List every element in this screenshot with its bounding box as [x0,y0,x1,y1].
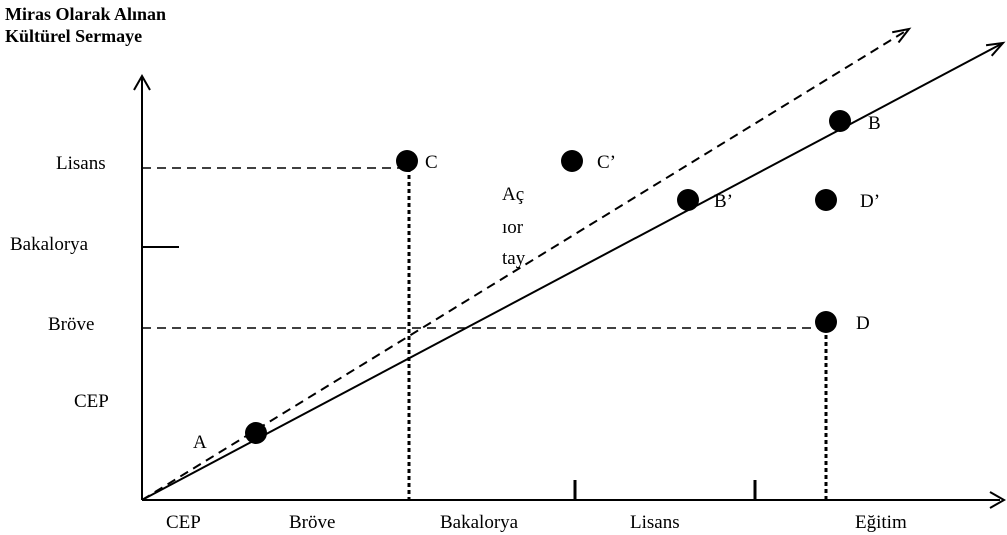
gap-label-line-3: tay [502,248,526,269]
point-label-a: A [193,432,207,453]
point-d-prime [815,189,837,211]
x-level-cep: CEP [166,512,201,533]
dashed-diagonal-line [141,27,912,501]
point-label-b: B [868,113,881,134]
x-level-lisans: Lisans [630,512,680,533]
point-label-d: D [856,313,870,334]
point-label-d-prime: D’ [860,191,880,212]
point-label-c: C [425,152,438,173]
x-level-bakalorya: Bakalorya [440,512,519,533]
point-label-b-prime: B’ [714,191,733,212]
y-level-bakalorya: Bakalorya [10,234,89,255]
point-d [815,311,837,333]
point-b-prime [677,189,699,211]
x-axis-title: Eğitim [855,512,907,533]
y-axis-title-line-1: Miras Olarak Alınan [5,4,166,24]
y-level-cep: CEP [74,391,109,412]
point-a [245,422,267,444]
solid-diagonal-line [141,41,1006,501]
gap-label-line-2: ıor [502,217,524,238]
y-axis-arrow [133,73,151,91]
y-axis-title-line-2: Kültürel Sermaye [5,26,142,46]
point-c-prime [561,150,583,172]
y-level-bröve: Bröve [48,314,94,335]
y-level-lisans: Lisans [56,153,106,174]
x-level-bröve: Bröve [289,512,335,533]
gap-label-line-1: Aç [502,184,524,205]
point-label-c-prime: C’ [597,152,616,173]
x-axis-arrow [989,491,1007,509]
point-c [396,150,418,172]
point-b [829,110,851,132]
